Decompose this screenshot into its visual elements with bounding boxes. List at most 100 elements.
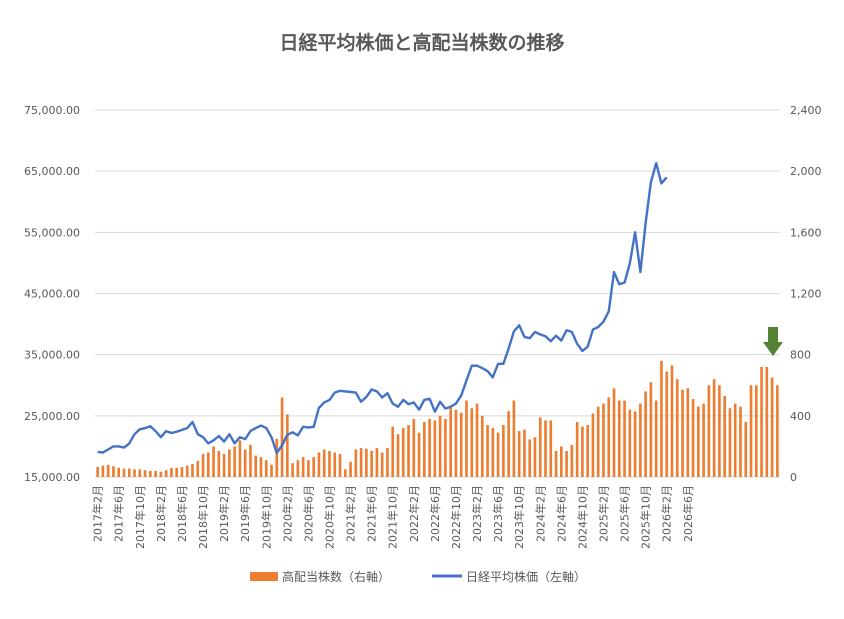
bar xyxy=(286,414,289,477)
line-path xyxy=(97,162,668,455)
bar xyxy=(686,388,690,477)
right-tick-label: 0 xyxy=(790,471,797,484)
left-tick-label: 55,000.00 xyxy=(24,226,80,239)
bar xyxy=(407,425,410,477)
x-tick-label: 2021年10月 xyxy=(386,485,400,549)
bar xyxy=(359,447,363,477)
bar xyxy=(712,379,716,477)
bar xyxy=(259,457,263,477)
x-tick-label: 2023年2月 xyxy=(470,485,484,542)
bar xyxy=(475,403,479,477)
bar xyxy=(491,428,495,477)
x-tick-label: 2017年6月 xyxy=(112,485,126,542)
bar xyxy=(96,467,99,477)
bar xyxy=(470,408,474,477)
bar xyxy=(343,469,347,477)
bar xyxy=(127,468,131,477)
bar xyxy=(349,461,352,477)
x-tick-label: 2019年10月 xyxy=(259,485,273,549)
bar xyxy=(617,400,621,477)
bar xyxy=(644,391,647,477)
x-tick-label: 2023年10月 xyxy=(512,485,526,549)
bar xyxy=(375,447,379,477)
bar xyxy=(544,420,547,477)
x-tick-label: 2025年2月 xyxy=(596,485,610,542)
x-tick-label: 2019年2月 xyxy=(217,485,231,542)
bar xyxy=(697,406,700,477)
x-tick-label: 2021年6月 xyxy=(365,485,379,542)
bar xyxy=(649,382,653,477)
chart-title: 日経平均株価と高配当株数の推移 xyxy=(279,31,564,54)
x-tick-label: 2020年2月 xyxy=(280,485,294,542)
left-tick-label: 65,000.00 xyxy=(24,165,80,178)
bar xyxy=(317,452,321,477)
bar xyxy=(670,365,674,477)
bar xyxy=(365,448,368,477)
bar xyxy=(401,428,405,477)
bar xyxy=(138,469,142,477)
bar xyxy=(486,425,489,477)
right-tick-label: 800 xyxy=(790,349,811,362)
bar xyxy=(233,446,236,477)
right-tick-label: 400 xyxy=(790,410,811,423)
x-tick-label: 2024年10月 xyxy=(575,485,589,549)
bar xyxy=(106,464,110,477)
right-tick-label: 1,200 xyxy=(790,288,822,301)
bar xyxy=(170,467,173,477)
bar xyxy=(702,403,705,477)
x-tick-label: 2022年2月 xyxy=(407,485,421,542)
bar xyxy=(143,470,147,477)
bar xyxy=(612,388,616,477)
bar xyxy=(154,470,157,477)
bar xyxy=(533,437,537,477)
bar xyxy=(206,452,210,477)
bar xyxy=(575,421,579,477)
bar xyxy=(370,451,373,477)
x-tick-label: 2019年6月 xyxy=(238,485,252,542)
bar xyxy=(633,411,637,477)
bar xyxy=(660,360,663,477)
bar xyxy=(222,454,226,477)
bar xyxy=(175,467,178,477)
bar xyxy=(249,444,252,477)
left-tick-label: 45,000.00 xyxy=(24,288,80,301)
x-tick-label: 2018年2月 xyxy=(154,485,168,542)
bar xyxy=(449,406,452,477)
bar xyxy=(322,449,326,477)
bar xyxy=(396,434,400,477)
bar xyxy=(538,417,542,477)
bar xyxy=(391,426,395,477)
bar xyxy=(517,431,521,477)
bar xyxy=(133,469,136,477)
right-tick-label: 2,000 xyxy=(790,165,822,178)
x-tick-label: 2021年2月 xyxy=(344,485,358,542)
bar xyxy=(280,397,284,477)
bar xyxy=(122,468,126,477)
bar xyxy=(191,464,194,477)
bar xyxy=(691,399,695,477)
x-tick-label: 2024年6月 xyxy=(554,485,568,542)
bar xyxy=(149,470,152,477)
bar xyxy=(675,379,679,477)
bar xyxy=(212,446,215,477)
bar xyxy=(749,385,753,477)
x-tick-label: 2020年6月 xyxy=(301,485,315,542)
left-axis-labels: 15,000.00 25,000.00 35,000.00 45,000.00 55,0… xyxy=(24,104,80,484)
bar xyxy=(681,389,684,477)
bar xyxy=(733,403,737,477)
bar xyxy=(275,438,279,477)
bar xyxy=(528,439,532,477)
bar xyxy=(228,449,231,477)
bar xyxy=(338,454,342,477)
bar xyxy=(465,400,468,477)
bar xyxy=(496,432,500,477)
bar xyxy=(591,413,595,477)
bar-series xyxy=(96,360,779,477)
x-tick-label: 2025年10月 xyxy=(639,485,653,549)
bar xyxy=(718,385,721,477)
bar xyxy=(417,432,421,477)
x-tick-label: 2026年6月 xyxy=(681,485,695,542)
bar xyxy=(665,371,669,477)
bar xyxy=(776,385,779,477)
bar xyxy=(201,454,205,477)
